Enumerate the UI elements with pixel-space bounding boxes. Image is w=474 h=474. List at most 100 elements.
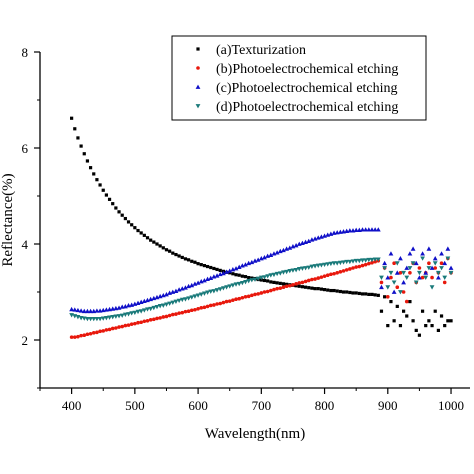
y-tick-label: 8 <box>22 45 29 60</box>
data-point <box>372 227 378 232</box>
data-point <box>152 317 156 322</box>
data-point <box>420 309 425 313</box>
data-point <box>353 227 359 232</box>
data-point <box>414 328 418 332</box>
data-point <box>356 258 362 264</box>
data-point <box>287 268 293 274</box>
data-point <box>389 275 393 280</box>
data-point <box>88 166 93 170</box>
data-point <box>439 261 444 266</box>
data-point <box>88 308 93 314</box>
data-point <box>408 271 412 275</box>
data-point <box>199 263 203 267</box>
data-point <box>372 257 378 262</box>
data-point <box>174 252 178 257</box>
data-point <box>332 271 336 276</box>
data-point <box>429 265 435 270</box>
data-point <box>427 261 431 266</box>
data-point <box>97 316 103 322</box>
data-point <box>265 289 270 294</box>
data-point <box>360 258 365 263</box>
data-point <box>329 288 333 293</box>
data-point <box>392 319 396 323</box>
data-point <box>427 319 431 323</box>
data-point <box>448 265 454 270</box>
data-point <box>275 286 279 291</box>
data-point <box>401 270 407 276</box>
data-point <box>360 292 365 296</box>
data-point <box>230 283 236 288</box>
data-point <box>392 261 396 266</box>
series-c <box>69 227 454 314</box>
data-point <box>348 267 352 271</box>
y-tick-label: 2 <box>22 333 29 348</box>
data-point <box>126 323 131 327</box>
data-point <box>315 263 321 268</box>
data-point <box>122 312 128 317</box>
data-point <box>237 296 241 301</box>
data-point <box>306 238 312 244</box>
series-layer <box>69 116 454 339</box>
data-point <box>294 282 298 286</box>
data-point <box>129 311 135 316</box>
data-point <box>364 292 368 296</box>
data-point <box>189 282 195 288</box>
data-point <box>183 297 188 302</box>
data-point <box>275 281 279 285</box>
data-point <box>161 315 166 319</box>
data-point <box>325 262 331 267</box>
data-point <box>375 227 381 232</box>
data-point <box>164 248 169 252</box>
data-point <box>246 294 251 299</box>
data-point <box>345 290 349 294</box>
data-point <box>278 281 282 285</box>
data-point <box>331 261 337 266</box>
data-point <box>265 274 271 279</box>
data-point <box>228 271 232 275</box>
data-point <box>268 273 274 278</box>
data-point <box>259 278 263 282</box>
data-point <box>69 306 75 312</box>
data-point <box>417 275 422 280</box>
data-point <box>262 278 267 283</box>
data-point <box>420 256 425 261</box>
data-point <box>180 255 184 260</box>
data-point <box>221 300 226 305</box>
data-point <box>157 304 163 309</box>
data-point <box>284 284 289 289</box>
data-point <box>214 288 220 293</box>
data-point <box>259 291 264 295</box>
legend-label: (c)Photoelectrochemical etching <box>216 81 398 96</box>
data-point <box>341 260 346 265</box>
data-point <box>168 249 172 253</box>
data-point <box>152 240 156 244</box>
data-point <box>215 267 219 272</box>
data-point <box>357 264 362 269</box>
data-point <box>344 259 350 265</box>
x-tick-label: 900 <box>378 398 398 413</box>
data-point <box>94 316 100 322</box>
data-point <box>202 291 207 296</box>
data-point <box>306 278 311 283</box>
data-point <box>293 243 299 248</box>
data-point <box>256 292 260 296</box>
x-tick-label: 500 <box>125 398 145 413</box>
data-point <box>379 284 384 290</box>
data-point <box>296 267 302 272</box>
data-point <box>91 331 96 335</box>
data-point <box>351 266 355 270</box>
data-point <box>193 260 197 264</box>
data-point <box>300 266 305 271</box>
data-point <box>231 298 235 302</box>
data-point <box>271 272 277 278</box>
data-point <box>443 324 447 328</box>
data-point <box>246 279 252 284</box>
data-point <box>104 328 109 332</box>
data-point <box>335 271 340 275</box>
data-point <box>98 329 102 334</box>
data-point <box>138 309 144 314</box>
data-point <box>334 261 340 266</box>
data-point <box>81 308 87 314</box>
data-point <box>110 315 116 320</box>
